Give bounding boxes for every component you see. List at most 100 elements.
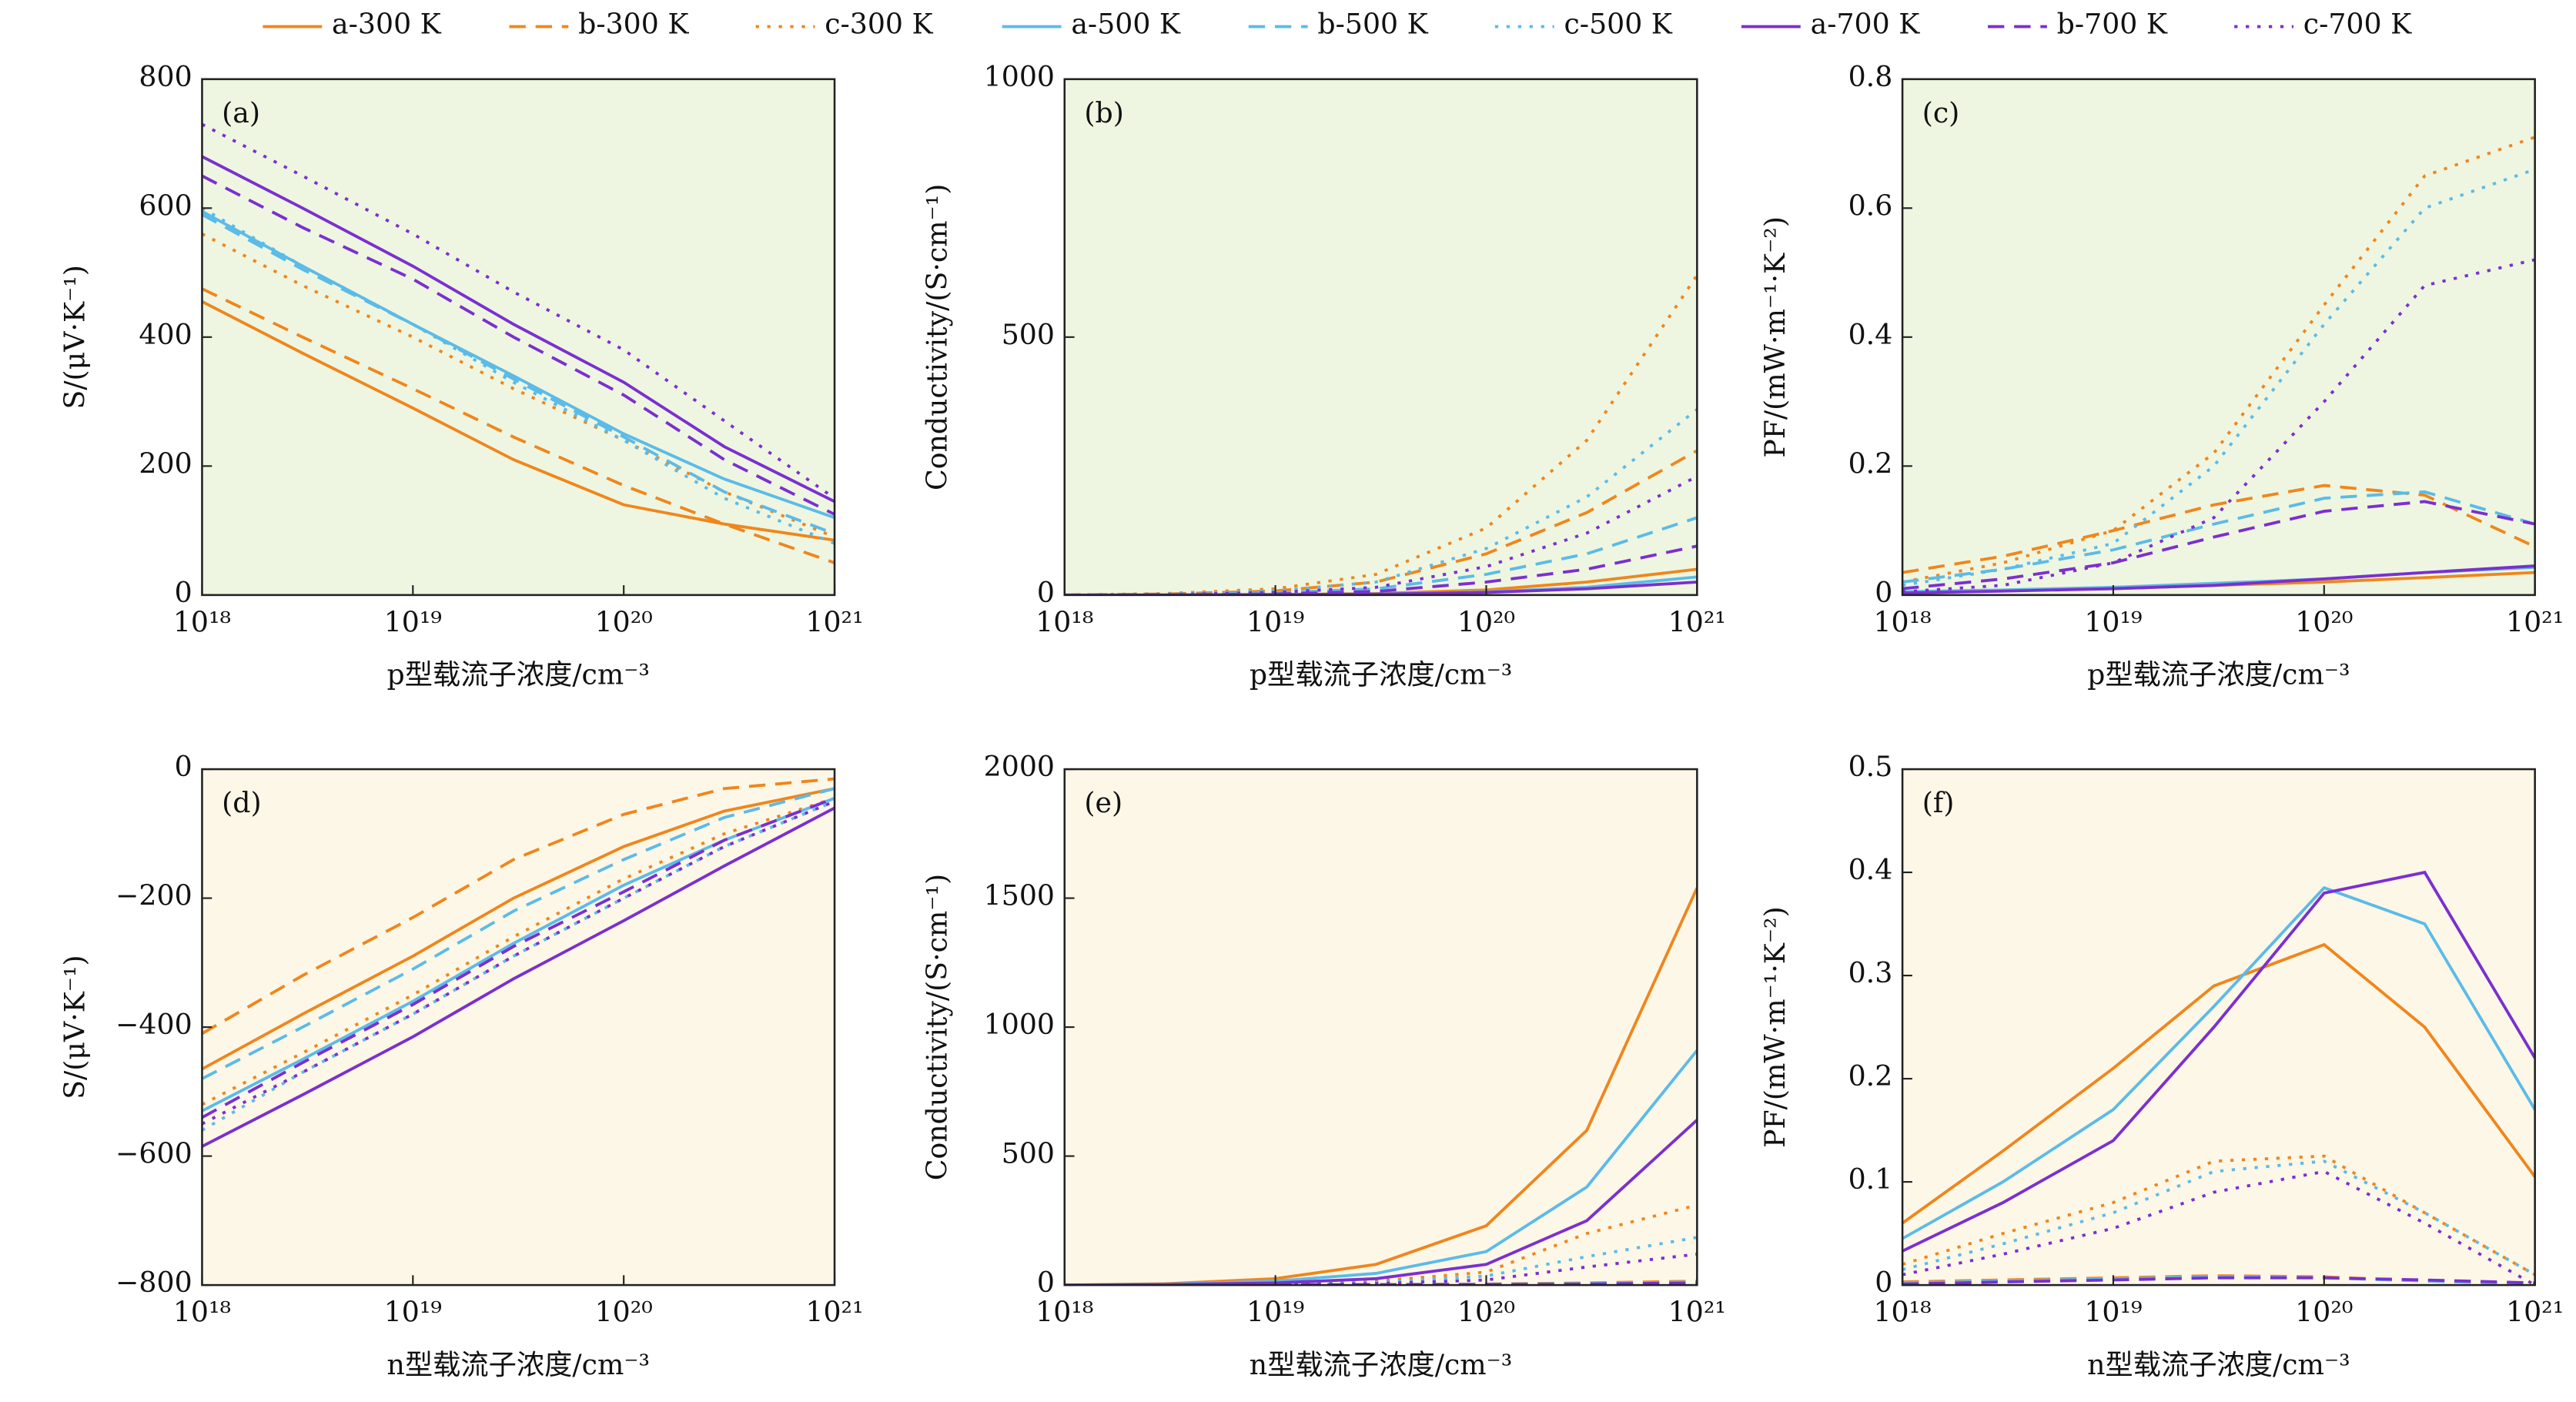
- series-line: [202, 787, 835, 1071]
- series-line: [202, 233, 835, 539]
- plot-background: [202, 79, 835, 595]
- series-line: [1902, 885, 2535, 1240]
- x-tick-label: 10¹⁹: [1246, 605, 1304, 638]
- y-tick-label: 0: [1875, 576, 1892, 609]
- plot-background: [1064, 769, 1698, 1286]
- x-tick-label: 10²⁰: [1457, 1296, 1515, 1329]
- series-line: [1064, 408, 1698, 595]
- series-line: [1902, 258, 2535, 594]
- y-tick-label: 0: [1037, 576, 1055, 609]
- panel-label: (f): [1922, 786, 1955, 819]
- x-tick-label: 10¹⁹: [1246, 1296, 1304, 1329]
- series-line: [1064, 449, 1698, 595]
- y-tick-label: −400: [115, 1008, 192, 1041]
- series-line: [1902, 1154, 2535, 1277]
- y-tick-label: 0.5: [1848, 750, 1893, 783]
- x-axis-label: p型载流子浓度/cm⁻³: [387, 658, 650, 691]
- x-tick-label: 10¹⁹: [2084, 605, 2142, 638]
- x-axis-label: p型载流子浓度/cm⁻³: [1250, 658, 1512, 691]
- x-tick-label: 10²⁰: [2295, 605, 2353, 638]
- series-line: [202, 174, 835, 516]
- series-line: [202, 287, 835, 564]
- y-tick-label: 0.4: [1848, 318, 1893, 351]
- y-axis-label: S/(μV·K⁻¹): [58, 955, 91, 1099]
- legend-label: a-700 K: [1811, 8, 1921, 41]
- legend-label: b-700 K: [2057, 8, 2168, 41]
- x-tick-label: 10²⁰: [595, 605, 653, 638]
- series-line: [202, 797, 835, 1119]
- x-tick-label: 10¹⁹: [384, 605, 442, 638]
- series-line: [1902, 490, 2535, 584]
- plot-background: [202, 769, 835, 1286]
- series-line: [1064, 274, 1698, 595]
- x-tick-label: 10¹⁸: [1873, 605, 1931, 638]
- series-line: [202, 800, 835, 1132]
- plot-background: [1902, 79, 2535, 595]
- x-axis-label: n型载流子浓度/cm⁻³: [386, 1348, 650, 1381]
- x-tick-label: 10¹⁸: [1035, 605, 1093, 638]
- series-line: [1902, 1159, 2535, 1277]
- y-tick-label: 0.6: [1848, 189, 1893, 222]
- y-tick-label: 500: [1002, 1137, 1055, 1170]
- legend-label: b-500 K: [1317, 8, 1428, 41]
- x-tick-label: 10¹⁸: [1873, 1296, 1931, 1329]
- y-tick-label: 500: [1002, 318, 1055, 351]
- series-line: [1902, 484, 2535, 574]
- y-tick-label: 0: [175, 576, 192, 609]
- y-tick-label: 1000: [984, 1008, 1055, 1041]
- panel-label: (b): [1084, 96, 1124, 129]
- x-tick-label: 10¹⁸: [173, 1296, 231, 1329]
- y-tick-label: 200: [139, 447, 192, 480]
- y-tick-label: 0.2: [1848, 447, 1893, 480]
- series-line: [202, 300, 835, 542]
- y-axis-label: S/(μV·K⁻¹): [58, 265, 91, 409]
- x-tick-label: 10²¹: [805, 1296, 863, 1329]
- plot-background: [1902, 769, 2535, 1286]
- x-tick-label: 10¹⁸: [1035, 1296, 1093, 1329]
- y-tick-label: 0: [175, 750, 192, 783]
- x-tick-label: 10²¹: [1668, 1296, 1726, 1329]
- y-tick-label: 400: [139, 318, 192, 351]
- y-axis-label: Conductivity/(S·cm⁻¹): [921, 874, 954, 1180]
- legend-label: b-300 K: [578, 8, 689, 41]
- legend-label: c-300 K: [825, 8, 933, 41]
- legend-label: c-500 K: [1564, 8, 1673, 41]
- y-axis-label: PF/(mW·m⁻¹·K⁻²): [1758, 906, 1791, 1148]
- panel-label: (d): [222, 786, 262, 819]
- series-line: [1902, 564, 2535, 595]
- series-line: [202, 155, 835, 504]
- x-axis-label: p型载流子浓度/cm⁻³: [2087, 658, 2350, 691]
- series-line: [202, 206, 835, 545]
- plot-background: [1064, 79, 1698, 595]
- legend-label: c-700 K: [2303, 8, 2412, 41]
- x-axis-label: n型载流子浓度/cm⁻³: [1250, 1348, 1513, 1381]
- panel-label: (e): [1084, 786, 1122, 819]
- x-tick-label: 10²⁰: [595, 1296, 653, 1329]
- y-tick-label: −200: [115, 879, 192, 912]
- axes-frame: [201, 78, 836, 597]
- y-tick-label: −800: [115, 1266, 192, 1299]
- panel-label: (a): [222, 96, 260, 129]
- y-tick-label: 0: [1875, 1266, 1892, 1299]
- legend-label: a-500 K: [1071, 8, 1181, 41]
- y-axis-label: PF/(mW·m⁻¹·K⁻²): [1758, 216, 1791, 458]
- y-tick-label: 1500: [984, 879, 1055, 912]
- series-line: [1902, 500, 2535, 591]
- x-tick-label: 10²¹: [2506, 605, 2564, 638]
- axes-frame: [1901, 768, 2536, 1287]
- x-tick-label: 10²⁰: [1457, 605, 1515, 638]
- series-line: [202, 797, 835, 1106]
- series-line: [1064, 475, 1698, 595]
- panel-label: (c): [1922, 96, 1960, 129]
- x-tick-label: 10¹⁸: [173, 605, 231, 638]
- y-tick-label: 0.1: [1848, 1163, 1893, 1196]
- x-tick-label: 10²¹: [805, 605, 863, 638]
- y-tick-label: 0.3: [1848, 956, 1893, 989]
- x-tick-label: 10²¹: [1668, 605, 1726, 638]
- x-tick-label: 10¹⁹: [2084, 1296, 2142, 1329]
- y-tick-label: 0.2: [1848, 1059, 1893, 1092]
- x-tick-label: 10²¹: [2506, 1296, 2564, 1329]
- series-line: [202, 212, 835, 536]
